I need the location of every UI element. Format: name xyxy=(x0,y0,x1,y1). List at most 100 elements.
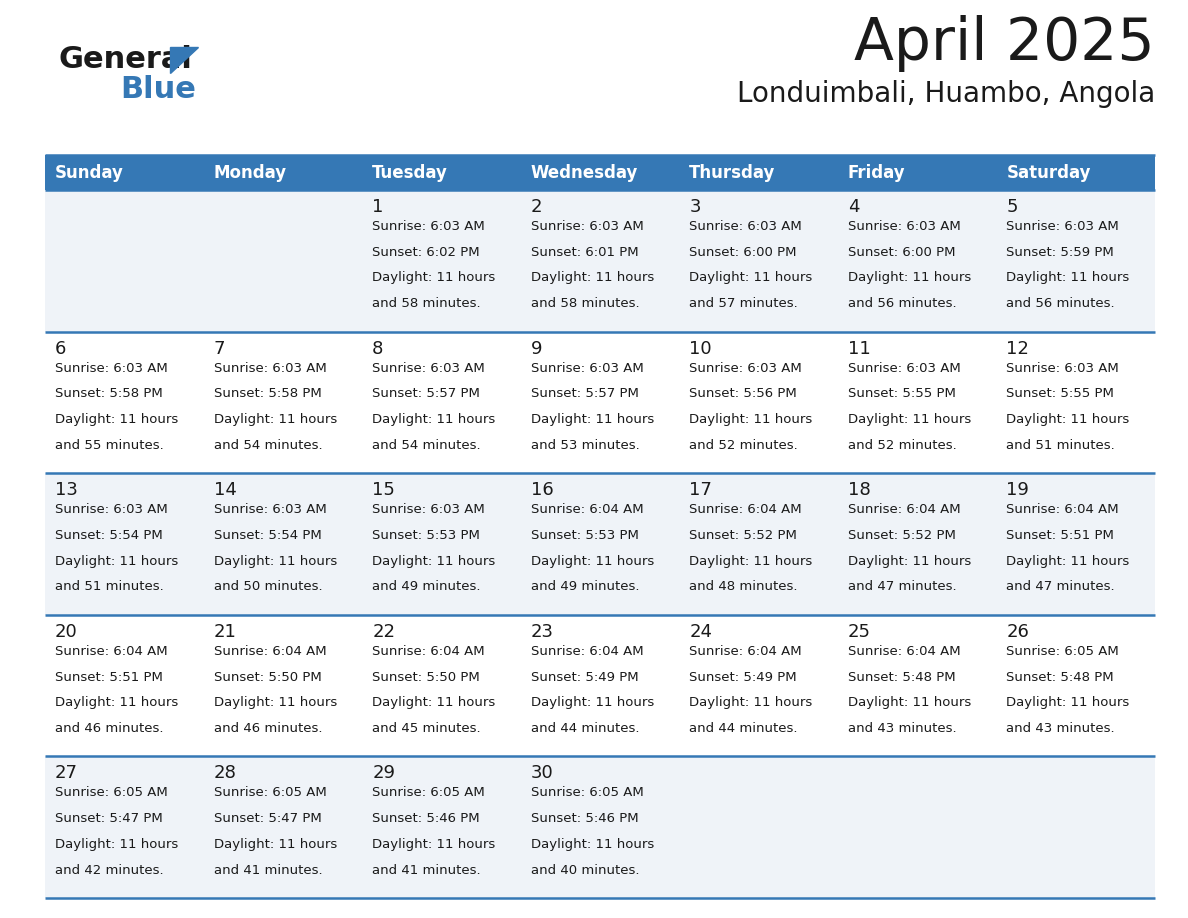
Text: Londuimbali, Huambo, Angola: Londuimbali, Huambo, Angola xyxy=(737,80,1155,108)
Text: and 51 minutes.: and 51 minutes. xyxy=(1006,439,1116,452)
Bar xyxy=(45,155,203,190)
Text: and 50 minutes.: and 50 minutes. xyxy=(214,580,322,593)
Text: and 56 minutes.: and 56 minutes. xyxy=(848,297,956,310)
Text: Sunrise: 6:03 AM: Sunrise: 6:03 AM xyxy=(689,220,802,233)
Text: and 46 minutes.: and 46 minutes. xyxy=(214,722,322,735)
Text: Sunrise: 6:03 AM: Sunrise: 6:03 AM xyxy=(214,362,327,375)
Text: and 56 minutes.: and 56 minutes. xyxy=(1006,297,1116,310)
Text: Sunrise: 6:04 AM: Sunrise: 6:04 AM xyxy=(689,644,802,658)
Text: and 58 minutes.: and 58 minutes. xyxy=(372,297,481,310)
Text: Sunset: 5:52 PM: Sunset: 5:52 PM xyxy=(848,529,955,542)
Text: Sunset: 5:54 PM: Sunset: 5:54 PM xyxy=(55,529,163,542)
Text: 26: 26 xyxy=(1006,622,1029,641)
Text: Sunrise: 6:03 AM: Sunrise: 6:03 AM xyxy=(214,503,327,516)
Text: Wednesday: Wednesday xyxy=(531,163,638,182)
Text: Daylight: 11 hours: Daylight: 11 hours xyxy=(848,413,971,426)
Text: and 46 minutes.: and 46 minutes. xyxy=(55,722,164,735)
Text: Sunrise: 6:04 AM: Sunrise: 6:04 AM xyxy=(531,503,644,516)
Text: Sunset: 5:55 PM: Sunset: 5:55 PM xyxy=(1006,387,1114,400)
Text: 14: 14 xyxy=(214,481,236,499)
Text: Sunrise: 6:05 AM: Sunrise: 6:05 AM xyxy=(55,787,168,800)
Text: Sunset: 5:57 PM: Sunset: 5:57 PM xyxy=(372,387,480,400)
Text: 12: 12 xyxy=(1006,340,1029,358)
Text: Sunset: 5:55 PM: Sunset: 5:55 PM xyxy=(848,387,955,400)
Text: and 55 minutes.: and 55 minutes. xyxy=(55,439,164,452)
Text: 18: 18 xyxy=(848,481,871,499)
Text: Daylight: 11 hours: Daylight: 11 hours xyxy=(531,413,653,426)
Polygon shape xyxy=(170,47,198,73)
Text: and 51 minutes.: and 51 minutes. xyxy=(55,580,164,593)
Text: Sunrise: 6:04 AM: Sunrise: 6:04 AM xyxy=(848,503,960,516)
Text: Sunset: 5:47 PM: Sunset: 5:47 PM xyxy=(55,812,163,825)
Text: Sunset: 5:53 PM: Sunset: 5:53 PM xyxy=(531,529,639,542)
Text: and 40 minutes.: and 40 minutes. xyxy=(531,864,639,877)
Text: Daylight: 11 hours: Daylight: 11 hours xyxy=(214,838,337,851)
Bar xyxy=(680,155,838,190)
Text: 3: 3 xyxy=(689,198,701,216)
Text: and 44 minutes.: and 44 minutes. xyxy=(689,722,798,735)
Text: Daylight: 11 hours: Daylight: 11 hours xyxy=(214,413,337,426)
Text: Daylight: 11 hours: Daylight: 11 hours xyxy=(55,413,178,426)
Text: and 54 minutes.: and 54 minutes. xyxy=(372,439,481,452)
Text: Daylight: 11 hours: Daylight: 11 hours xyxy=(1006,554,1130,567)
Bar xyxy=(45,615,1155,756)
Text: 30: 30 xyxy=(531,765,554,782)
Text: Daylight: 11 hours: Daylight: 11 hours xyxy=(848,272,971,285)
Text: 27: 27 xyxy=(55,765,78,782)
Text: 7: 7 xyxy=(214,340,225,358)
Text: Sunset: 5:48 PM: Sunset: 5:48 PM xyxy=(1006,670,1114,684)
Text: Sunrise: 6:03 AM: Sunrise: 6:03 AM xyxy=(848,362,961,375)
Text: 22: 22 xyxy=(372,622,396,641)
Text: and 45 minutes.: and 45 minutes. xyxy=(372,722,481,735)
Text: Friday: Friday xyxy=(848,163,905,182)
Text: Daylight: 11 hours: Daylight: 11 hours xyxy=(214,696,337,710)
Text: Sunrise: 6:03 AM: Sunrise: 6:03 AM xyxy=(848,220,961,233)
Text: Sunset: 5:47 PM: Sunset: 5:47 PM xyxy=(214,812,321,825)
Text: 1: 1 xyxy=(372,198,384,216)
Text: Sunrise: 6:04 AM: Sunrise: 6:04 AM xyxy=(55,644,168,658)
Text: and 57 minutes.: and 57 minutes. xyxy=(689,297,798,310)
Text: Daylight: 11 hours: Daylight: 11 hours xyxy=(848,554,971,567)
Text: Sunset: 5:58 PM: Sunset: 5:58 PM xyxy=(55,387,163,400)
Text: Sunrise: 6:04 AM: Sunrise: 6:04 AM xyxy=(372,644,485,658)
Text: Sunrise: 6:04 AM: Sunrise: 6:04 AM xyxy=(531,644,644,658)
Text: Sunrise: 6:03 AM: Sunrise: 6:03 AM xyxy=(55,362,168,375)
Text: Sunset: 6:00 PM: Sunset: 6:00 PM xyxy=(689,246,797,259)
Bar xyxy=(45,756,1155,898)
Text: and 41 minutes.: and 41 minutes. xyxy=(372,864,481,877)
Text: Sunset: 5:57 PM: Sunset: 5:57 PM xyxy=(531,387,639,400)
Text: Saturday: Saturday xyxy=(1006,163,1091,182)
Text: Sunrise: 6:05 AM: Sunrise: 6:05 AM xyxy=(1006,644,1119,658)
Text: April 2025: April 2025 xyxy=(854,15,1155,72)
Text: and 53 minutes.: and 53 minutes. xyxy=(531,439,639,452)
Text: General: General xyxy=(58,45,192,74)
Text: and 54 minutes.: and 54 minutes. xyxy=(214,439,322,452)
Text: Daylight: 11 hours: Daylight: 11 hours xyxy=(531,696,653,710)
Text: Sunday: Sunday xyxy=(55,163,124,182)
Text: and 52 minutes.: and 52 minutes. xyxy=(848,439,956,452)
Text: Sunrise: 6:03 AM: Sunrise: 6:03 AM xyxy=(1006,362,1119,375)
Text: 17: 17 xyxy=(689,481,712,499)
Text: Daylight: 11 hours: Daylight: 11 hours xyxy=(1006,696,1130,710)
Text: 19: 19 xyxy=(1006,481,1029,499)
Text: Daylight: 11 hours: Daylight: 11 hours xyxy=(214,554,337,567)
Text: Daylight: 11 hours: Daylight: 11 hours xyxy=(1006,413,1130,426)
Text: Sunrise: 6:04 AM: Sunrise: 6:04 AM xyxy=(848,644,960,658)
Text: Daylight: 11 hours: Daylight: 11 hours xyxy=(372,272,495,285)
Bar xyxy=(45,331,1155,473)
Text: 8: 8 xyxy=(372,340,384,358)
Text: 6: 6 xyxy=(55,340,67,358)
Text: Daylight: 11 hours: Daylight: 11 hours xyxy=(531,272,653,285)
Text: 24: 24 xyxy=(689,622,713,641)
Text: 25: 25 xyxy=(848,622,871,641)
Text: 20: 20 xyxy=(55,622,77,641)
Text: Sunrise: 6:03 AM: Sunrise: 6:03 AM xyxy=(372,362,485,375)
Text: Daylight: 11 hours: Daylight: 11 hours xyxy=(689,272,813,285)
Text: Thursday: Thursday xyxy=(689,163,776,182)
Bar xyxy=(838,155,997,190)
Text: Daylight: 11 hours: Daylight: 11 hours xyxy=(55,696,178,710)
Text: Sunset: 5:49 PM: Sunset: 5:49 PM xyxy=(531,670,638,684)
Text: Monday: Monday xyxy=(214,163,286,182)
Text: Sunset: 5:50 PM: Sunset: 5:50 PM xyxy=(214,670,321,684)
Bar xyxy=(520,155,680,190)
